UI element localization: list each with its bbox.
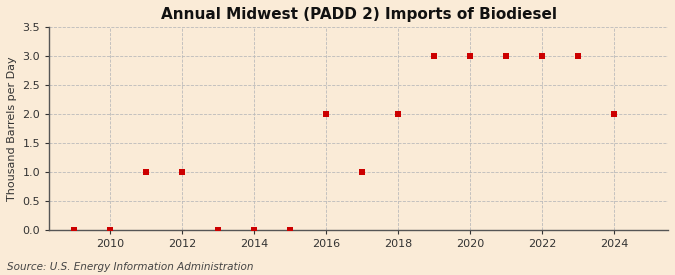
Text: Source: U.S. Energy Information Administration: Source: U.S. Energy Information Administ… xyxy=(7,262,253,272)
Title: Annual Midwest (PADD 2) Imports of Biodiesel: Annual Midwest (PADD 2) Imports of Biodi… xyxy=(161,7,557,22)
Point xyxy=(177,170,188,174)
Point xyxy=(572,54,583,58)
Point xyxy=(285,228,296,232)
Point xyxy=(501,54,512,58)
Point xyxy=(429,54,439,58)
Y-axis label: Thousand Barrels per Day: Thousand Barrels per Day xyxy=(7,56,17,201)
Point xyxy=(357,170,368,174)
Point xyxy=(105,228,116,232)
Point xyxy=(465,54,476,58)
Point xyxy=(321,112,331,116)
Point xyxy=(537,54,547,58)
Point xyxy=(69,228,80,232)
Point xyxy=(141,170,152,174)
Point xyxy=(393,112,404,116)
Point xyxy=(249,228,260,232)
Point xyxy=(609,112,620,116)
Point xyxy=(213,228,223,232)
